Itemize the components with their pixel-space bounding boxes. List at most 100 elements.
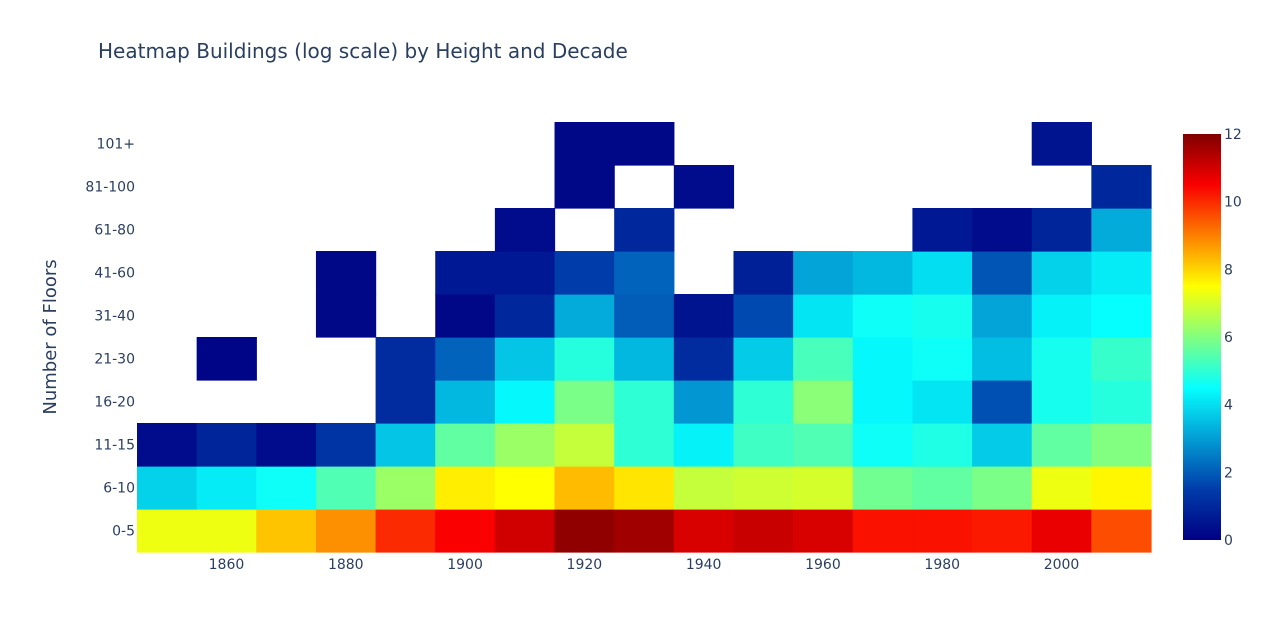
heatmap-cell <box>733 337 794 381</box>
heatmap-cell <box>137 466 198 510</box>
heatmap-cell <box>1031 294 1092 338</box>
heatmap-cell <box>733 294 794 338</box>
heatmap-cell <box>972 294 1033 338</box>
heatmap-cell <box>137 509 198 553</box>
heatmap-cell <box>733 509 794 553</box>
heatmap-cell <box>554 337 615 381</box>
heatmap-cell <box>733 251 794 295</box>
heatmap-cell <box>554 122 615 166</box>
heatmap-cell <box>614 380 675 424</box>
heatmap-cell <box>435 337 496 381</box>
heatmap-cell <box>435 509 496 553</box>
y-tick-label: 61-80 <box>94 223 135 239</box>
heatmap-cell <box>554 423 615 467</box>
heatmap-cell <box>1031 466 1092 510</box>
heatmap-cell <box>673 165 735 209</box>
x-axis-ticks: 1860 1880 1900 1920 1940 1960 1980 2000 <box>209 557 1080 573</box>
heatmap-cell <box>614 423 675 467</box>
heatmap-cell <box>1031 509 1092 553</box>
heatmap-cell <box>1091 294 1152 338</box>
heatmap-cell <box>614 509 675 553</box>
heatmap-cell <box>614 337 675 381</box>
heatmap-cell <box>912 337 973 381</box>
heatmap-cell <box>315 509 377 553</box>
heatmap-cell <box>912 251 973 295</box>
heatmap-cell <box>1031 208 1092 252</box>
heatmap-cell <box>614 208 675 252</box>
heatmap-cell <box>793 509 854 553</box>
heatmap-cell <box>375 466 436 510</box>
heatmap-cell <box>435 380 496 424</box>
y-axis-title: Number of Floors <box>40 259 61 414</box>
y-tick-label: 31-40 <box>94 309 135 325</box>
heatmap-cell <box>1091 466 1152 510</box>
heatmap-cell <box>435 251 496 295</box>
heatmap-cell <box>256 509 317 553</box>
heatmap-cell <box>972 423 1033 467</box>
heatmap-cell <box>972 509 1033 553</box>
heatmap-cell <box>256 423 317 467</box>
heatmap-cell <box>912 466 973 510</box>
heatmap-cell <box>196 423 257 467</box>
heatmap-cell <box>494 423 556 467</box>
heatmap-cell <box>1091 380 1152 424</box>
heatmap-cell <box>852 509 914 553</box>
heatmap-cell <box>614 294 675 338</box>
heatmap-cell <box>494 208 556 252</box>
heatmap-cell <box>137 423 198 467</box>
heatmap-cell <box>793 294 854 338</box>
heatmap-cell <box>673 423 735 467</box>
heatmap-cell <box>912 509 973 553</box>
heatmap-cell <box>375 337 436 381</box>
heatmap-cell <box>375 423 436 467</box>
heatmap-cell <box>494 337 556 381</box>
heatmap-cell <box>1091 509 1152 553</box>
heatmap-cell <box>315 423 377 467</box>
colorbar-tick-label: 2 <box>1224 465 1233 481</box>
y-axis-ticks: 0-5 6-10 11-15 16-20 21-30 31-40 41-60 61-80 81-… <box>85 137 135 540</box>
heatmap-cell <box>554 251 615 295</box>
heatmap-cell <box>375 509 436 553</box>
y-tick-label: 0-5 <box>112 524 135 540</box>
y-tick-label: 16-20 <box>94 395 135 411</box>
heatmap-cell <box>196 509 257 553</box>
heatmap-cell <box>1091 423 1152 467</box>
heatmap-cell <box>1031 423 1092 467</box>
heatmap-cells <box>137 122 1152 553</box>
heatmap-cell <box>435 466 496 510</box>
heatmap-cell <box>793 337 854 381</box>
x-tick-label: 1900 <box>447 557 483 573</box>
heatmap-cell <box>435 294 496 338</box>
colorbar-tick-label: 12 <box>1224 127 1242 143</box>
heatmap-cell <box>1091 208 1152 252</box>
y-tick-label: 21-30 <box>94 352 135 368</box>
heatmap-cell <box>972 466 1033 510</box>
heatmap-cell <box>673 380 735 424</box>
y-tick-label: 41-60 <box>94 266 135 282</box>
x-tick-label: 1860 <box>209 557 245 573</box>
colorbar-tick-label: 4 <box>1224 398 1233 414</box>
x-tick-label: 1880 <box>328 557 364 573</box>
heatmap-cell <box>852 294 914 338</box>
heatmap-cell <box>793 380 854 424</box>
heatmap-cell <box>1031 122 1092 166</box>
heatmap-cell <box>1031 251 1092 295</box>
heatmap-cell <box>972 337 1033 381</box>
heatmap-cell <box>196 337 257 381</box>
heatmap-cell <box>793 423 854 467</box>
x-tick-label: 1920 <box>567 557 603 573</box>
heatmap-cell <box>256 466 317 510</box>
colorbar-tick-label: 0 <box>1224 533 1233 549</box>
heatmap-cell <box>793 251 854 295</box>
heatmap-cell <box>852 251 914 295</box>
heatmap-cell <box>375 380 436 424</box>
heatmap-cell <box>554 165 615 209</box>
colorbar-gradient <box>1183 134 1221 540</box>
heatmap-cell <box>435 423 496 467</box>
colorbar-tick-label: 8 <box>1224 262 1233 278</box>
heatmap-cell <box>315 294 377 338</box>
x-tick-label: 2000 <box>1044 557 1080 573</box>
heatmap-cell <box>1031 337 1092 381</box>
heatmap-cell <box>733 466 794 510</box>
